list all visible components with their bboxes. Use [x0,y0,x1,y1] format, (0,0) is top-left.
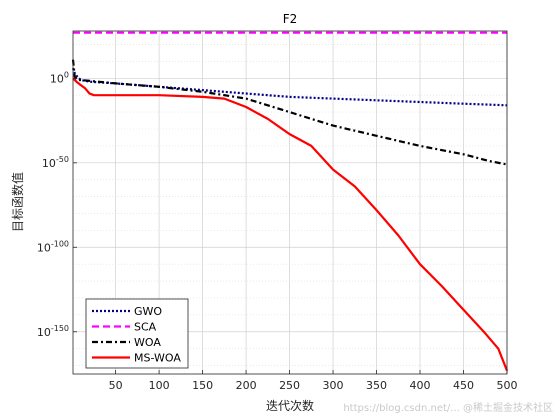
y-tick-label: 10-50 [42,155,69,170]
plot-frame [72,30,508,375]
series-line-gwo [71,67,508,107]
x-tick-label: 300 [323,379,344,392]
x-tick-label: 450 [453,379,474,392]
y-tick-label: 10-100 [37,239,69,254]
grid [73,31,508,374]
x-tick-label: 400 [410,379,431,392]
x-tick-label: 250 [279,379,300,392]
legend-label-sca: SCA [134,321,157,334]
legend-label-ms-woa: MS-WOA [134,352,181,365]
watermark: https://blog.csdn.net/... @稀土掘金技术社区 [343,401,553,414]
x-tick-label: 200 [236,379,257,392]
y-tick-label: 100 [50,70,69,85]
series-line-woa [71,59,508,166]
x-axis-title: 迭代次数 [266,398,314,413]
legend-label-gwo: GWO [134,305,162,318]
x-tick-label: 150 [192,379,213,392]
series-layer [71,31,509,372]
x-tick-label: 500 [497,379,518,392]
y-axis: 100 10-50 10-100 10-150 [37,70,77,339]
legend-label-woa: WOA [134,336,161,349]
x-tick-label: 50 [109,379,123,392]
x-axis: 50 100 150 200 250 300 350 400 450 500 [109,370,518,392]
y-axis-title: 目标函数值 [10,172,25,232]
x-tick-label: 350 [366,379,387,392]
y-tick-label: 10-150 [37,324,69,339]
chart-title: F2 [283,12,298,26]
x-tick-label: 100 [149,379,170,392]
legend: GWO SCA WOA MS-WOA [85,298,189,369]
series-line-ms-woa [72,77,509,372]
